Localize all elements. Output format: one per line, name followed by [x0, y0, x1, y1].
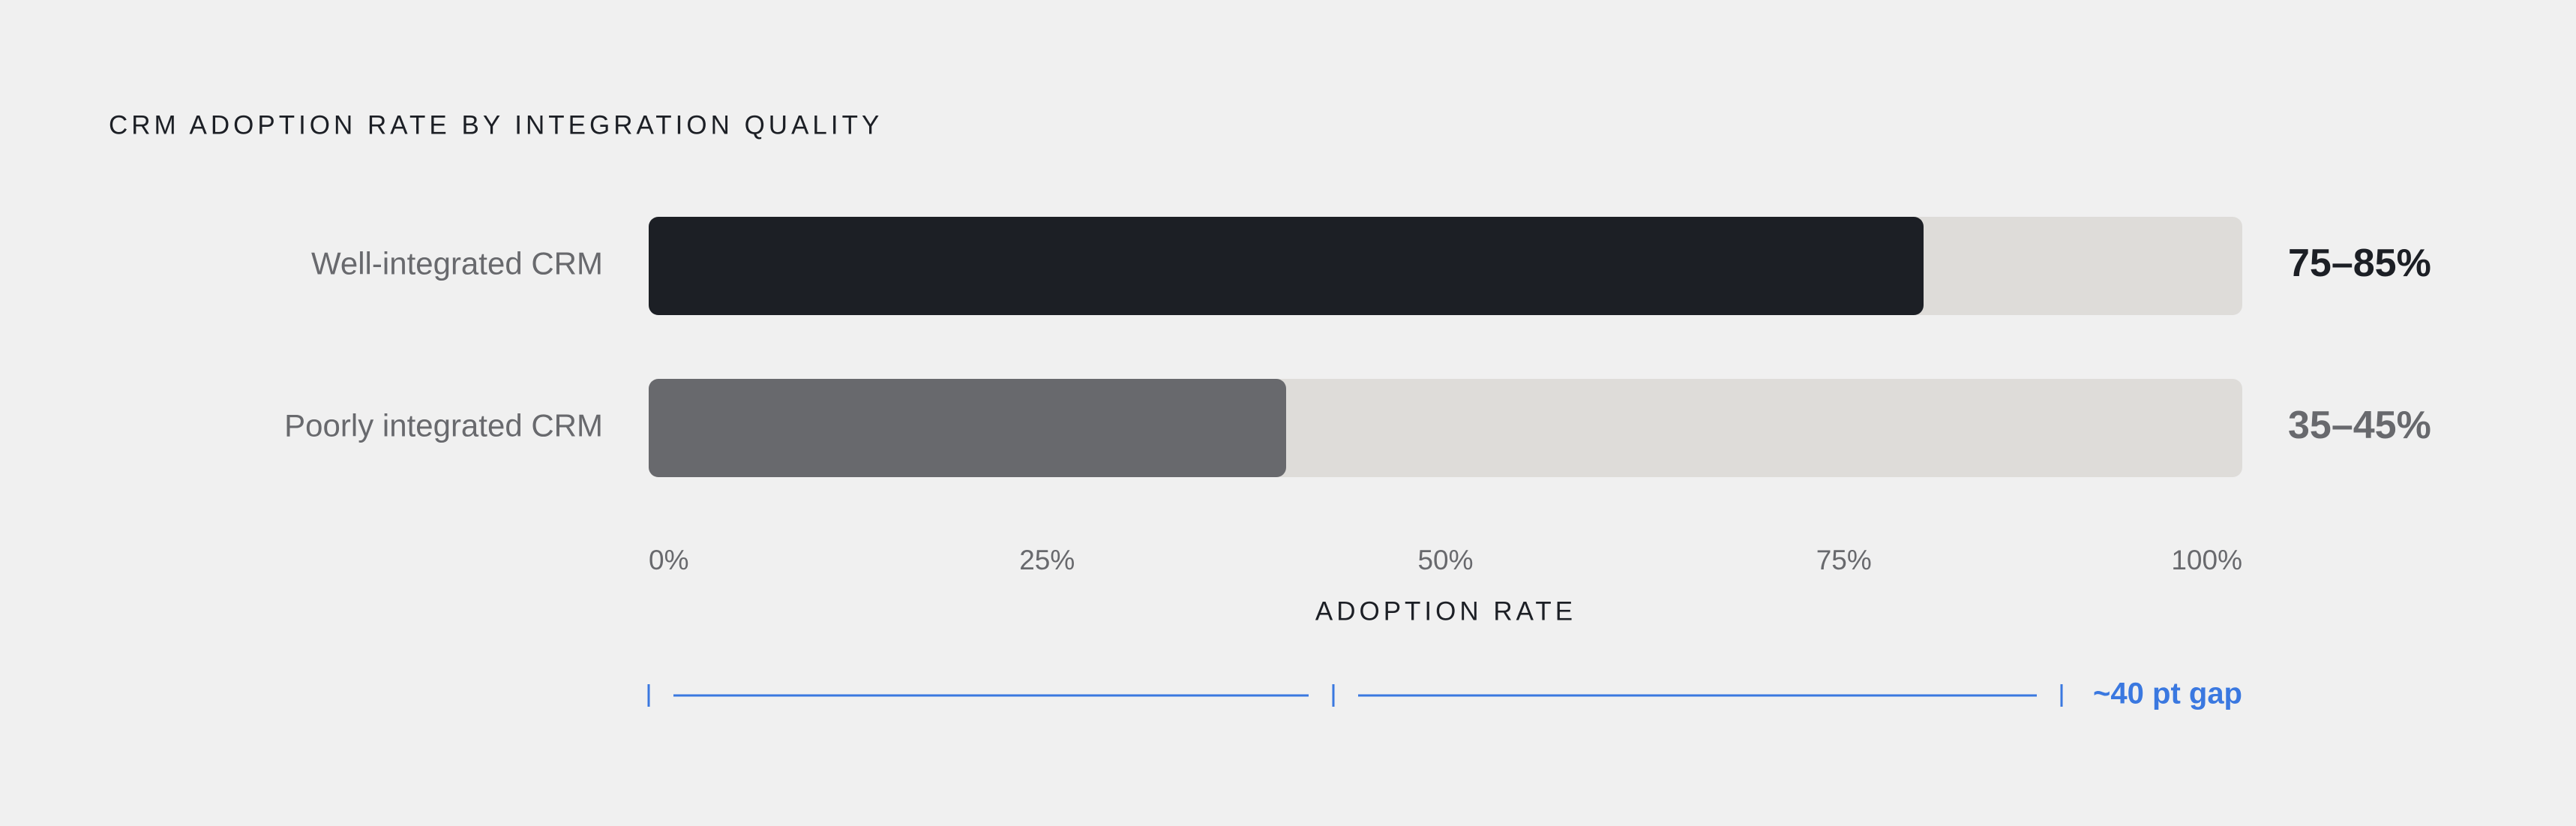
- x-tick-label: 100%: [2171, 545, 2242, 575]
- bar: [649, 379, 1286, 477]
- category-label: Poorly integrated CRM: [284, 408, 603, 443]
- x-tick-label: 50%: [1417, 545, 1473, 575]
- value-label: 75–85%: [2288, 242, 2431, 285]
- chart-title: CRM ADOPTION RATE BY INTEGRATION QUALITY: [109, 110, 883, 140]
- value-label: 35–45%: [2288, 404, 2431, 447]
- x-axis-title: ADOPTION RATE: [1315, 596, 1576, 626]
- category-label: Well-integrated CRM: [311, 246, 603, 281]
- x-tick-label: 75%: [1816, 545, 1872, 575]
- gap-annotation: ~40 pt gap: [2093, 677, 2242, 710]
- x-tick-label: 25%: [1019, 545, 1075, 575]
- gap-bracket: [647, 684, 2063, 707]
- x-tick-label: 0%: [649, 545, 688, 575]
- bar: [649, 217, 1924, 315]
